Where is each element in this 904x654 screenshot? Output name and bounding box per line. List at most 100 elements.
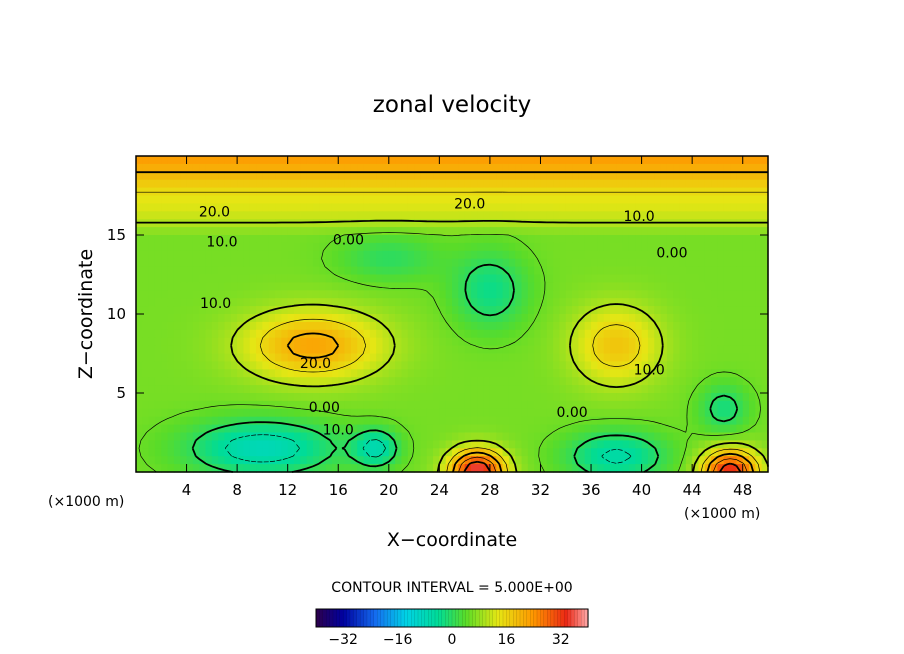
heatmap-cell [344,219,352,228]
heatmap-cell [331,219,339,228]
heatmap-cell [591,203,598,212]
heatmap-cell [515,464,523,473]
heatmap-cell [426,377,434,386]
heatmap-cell [610,424,617,434]
heatmap-cell [199,353,207,362]
heatmap-cell [148,179,156,189]
heatmap-cell [553,424,561,434]
heatmap-cell [167,456,175,465]
heatmap-cell [173,163,181,173]
heatmap-cell [723,274,731,283]
heatmap-cell [647,235,655,244]
heatmap-cell [622,282,630,291]
heatmap-cell [610,258,617,268]
heatmap-cell [647,416,655,426]
heatmap-cell [749,448,756,457]
heatmap-cell [458,448,466,457]
heatmap-cell [508,290,516,299]
heatmap-cell [167,306,175,315]
heatmap-cell [641,448,649,457]
heatmap-cell [540,163,548,173]
heatmap-cell [685,377,693,386]
heatmap-cell [641,211,649,220]
heatmap-cell [192,156,200,165]
heatmap-cell [395,282,403,291]
heatmap-cell [761,353,769,362]
heatmap-cell [287,440,295,449]
heatmap-cell [199,258,207,268]
heatmap-cell [647,353,655,362]
heatmap-cell [641,314,649,323]
heatmap-cell [591,385,598,394]
heatmap-cell [268,408,276,418]
heatmap-cell [294,195,301,204]
heatmap-cell [647,266,655,276]
heatmap-cell [401,321,409,331]
heatmap-cell [294,171,301,181]
heatmap-cell [641,321,649,331]
heatmap-cell [180,369,188,378]
heatmap-cell [673,448,681,457]
heatmap-cell [666,400,674,410]
heatmap-cell [382,440,390,449]
heatmap-cell [331,400,339,410]
heatmap-cell [698,274,706,283]
heatmap-cell [312,266,320,276]
heatmap-cell [628,156,636,165]
heatmap-cell [749,345,756,355]
heatmap-cell [673,329,681,339]
heatmap-cell [489,227,497,236]
heatmap-cell [312,385,320,394]
heatmap-cell [723,314,731,323]
heatmap-cell [338,242,346,252]
heatmap-cell [521,203,529,212]
heatmap-cell [470,314,478,323]
heatmap-cell [205,416,213,426]
heatmap-cell [704,179,712,189]
heatmap-cell [382,250,390,260]
heatmap-cell [704,369,712,378]
heatmap-cell [685,369,693,378]
heatmap-cell [224,258,232,268]
heatmap-cell [224,203,232,212]
heatmap-cell [218,227,226,236]
heatmap-cell [357,353,365,362]
heatmap-cell [711,408,719,418]
heatmap-cell [275,266,282,276]
heatmap-cell [281,171,289,181]
heatmap-cell [445,235,453,244]
heatmap-cell [673,274,681,283]
heatmap-cell [382,337,390,347]
heatmap-cell [445,171,453,181]
heatmap-cell [426,353,434,362]
heatmap-cell [167,353,175,362]
heatmap-cell [521,290,529,299]
heatmap-cell [312,282,320,291]
heatmap-cell [357,329,365,339]
heatmap-cell [136,456,143,465]
heatmap-cell [660,156,668,165]
heatmap-cell [489,369,497,378]
heatmap-cell [559,258,567,268]
heatmap-cell [685,440,693,449]
heatmap-cell [641,416,649,426]
heatmap-cell [312,195,320,204]
heatmap-cell [173,274,181,283]
heatmap-cell [407,156,415,165]
heatmap-cell [275,179,282,189]
heatmap-cell [161,337,169,347]
heatmap-cell [414,361,421,370]
heatmap-cell [224,314,232,323]
heatmap-cell [426,274,434,283]
heatmap-cell [723,195,731,204]
heatmap-cell [452,179,459,189]
heatmap-cell [395,242,403,252]
heatmap-cell [230,432,238,441]
heatmap-cell [679,393,687,402]
heatmap-cell [395,345,403,355]
heatmap-cell [312,361,320,370]
heatmap-cell [325,448,333,457]
heatmap-cell [256,345,263,355]
heatmap-cell [458,456,466,465]
heatmap-cell [572,282,579,291]
